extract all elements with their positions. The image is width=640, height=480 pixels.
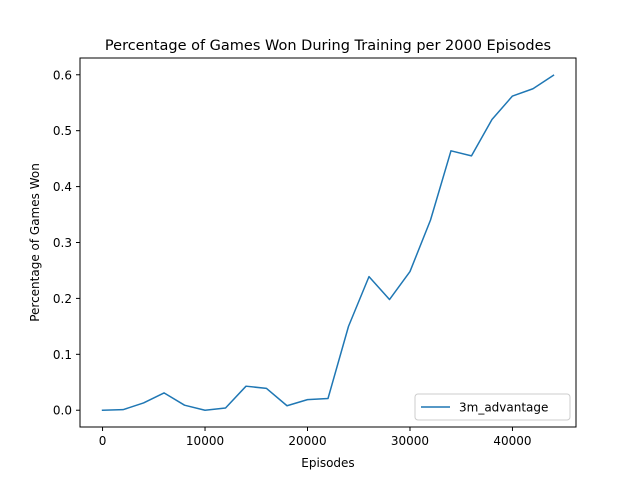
x-tick-label: 0 <box>99 434 107 448</box>
y-tick-label: 0.4 <box>53 180 72 194</box>
plot-area <box>101 74 555 412</box>
y-tick-label: 0.0 <box>53 404 72 418</box>
x-tick-label: 20000 <box>288 434 326 448</box>
legend-box <box>414 393 571 421</box>
x-tick-label: 30000 <box>391 434 429 448</box>
y-axis-label: Percentage of Games Won <box>28 163 42 322</box>
y-tick-label: 0.3 <box>53 236 72 250</box>
y-tick-label: 0.2 <box>53 292 72 306</box>
x-axis: 0 10000 20000 30000 40000 <box>99 427 532 448</box>
x-axis-label: Episodes <box>301 456 354 470</box>
legend-label: 3m_advantage <box>459 401 548 415</box>
axes-frame <box>79 57 577 428</box>
y-tick-label: 0.5 <box>53 124 72 138</box>
series-line-3m_advantage <box>101 74 555 412</box>
y-axis: 0.0 0.1 0.2 0.3 0.4 0.5 0.6 <box>53 68 80 418</box>
x-tick-label: 10000 <box>186 434 224 448</box>
y-tick-label: 0.1 <box>53 348 72 362</box>
y-tick-label: 0.6 <box>53 68 72 82</box>
x-tick-label: 40000 <box>493 434 531 448</box>
chart-title: Percentage of Games Won During Training … <box>105 38 551 54</box>
legend: 3m_advantage <box>414 393 571 421</box>
